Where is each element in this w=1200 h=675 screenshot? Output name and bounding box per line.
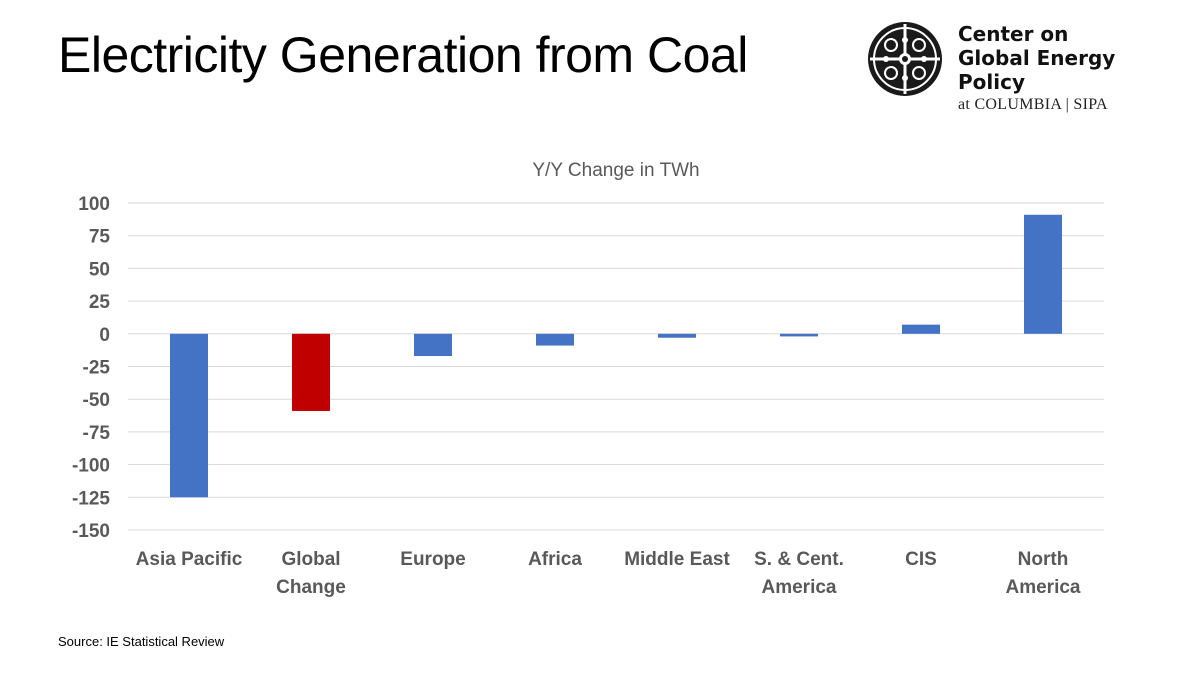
x-tick-label: Global Change [276, 549, 346, 598]
y-tick-label: -25 [83, 358, 111, 379]
x-tick-label: Africa [528, 549, 582, 570]
x-tick-label-line: Europe [400, 549, 465, 570]
page-title: Electricity Generation from Coal [58, 27, 748, 83]
chart-canvas: Y/Y Change in TWh 100 75 50 25 0 -25 -50 -75 -100… [72, 160, 1104, 598]
x-tick-label: Middle East [624, 549, 730, 570]
bar [414, 333, 452, 357]
logo-text-line1: Center on [958, 22, 1069, 46]
x-tick-label-line: Asia Pacific [136, 549, 243, 570]
x-tick-label-line: Global [281, 549, 340, 570]
x-tick-label-line: Middle East [624, 549, 730, 570]
x-tick-label: CIS [905, 549, 937, 570]
x-tick-label: Europe [400, 549, 465, 570]
source-note: Source: IE Statistical Review [58, 634, 225, 649]
bar [902, 324, 940, 334]
y-tick-label: -125 [72, 488, 110, 509]
bar [536, 333, 574, 346]
x-tick-label-line: North [1018, 549, 1069, 570]
x-tick-label-line: America [762, 577, 837, 598]
x-tick-label-line: S. & Cent. [754, 549, 844, 570]
y-tick-label: 100 [78, 194, 110, 215]
bar [658, 333, 696, 338]
y-tick-label: 75 [89, 227, 111, 248]
bar [170, 333, 208, 498]
x-tick-label-line: Africa [528, 549, 582, 570]
x-tick-label: North America [1006, 549, 1081, 598]
bar [780, 333, 818, 337]
y-tick-label: -50 [83, 390, 110, 411]
logo: Center on Global Energy Policy at COLUMB… [866, 20, 1186, 113]
y-tick-label: 0 [99, 325, 110, 346]
bar [292, 333, 330, 411]
globe-emblem-icon [868, 22, 942, 96]
x-tick-label-line: America [1006, 577, 1081, 598]
y-tick-label: -150 [72, 521, 110, 542]
y-tick-label: -100 [72, 456, 110, 477]
y-tick-label: 50 [89, 259, 110, 280]
bar [1024, 214, 1062, 334]
x-tick-label-line: CIS [905, 549, 937, 570]
bar-chart: Y/Y Change in TWh 100 75 50 25 0 -25 -50 -75 -100… [0, 140, 1200, 610]
y-tick-label: -75 [83, 423, 111, 444]
logo-text-line3: at COLUMBIA | SIPA [958, 96, 1108, 113]
x-tick-label-line: Change [276, 577, 346, 598]
y-tick-label: 25 [89, 292, 111, 313]
x-tick-label: Asia Pacific [136, 549, 243, 570]
x-tick-label: S. & Cent. America [754, 549, 844, 598]
logo-text-line2: Global Energy Policy [958, 46, 1116, 94]
chart-title: Y/Y Change in TWh [532, 160, 699, 181]
